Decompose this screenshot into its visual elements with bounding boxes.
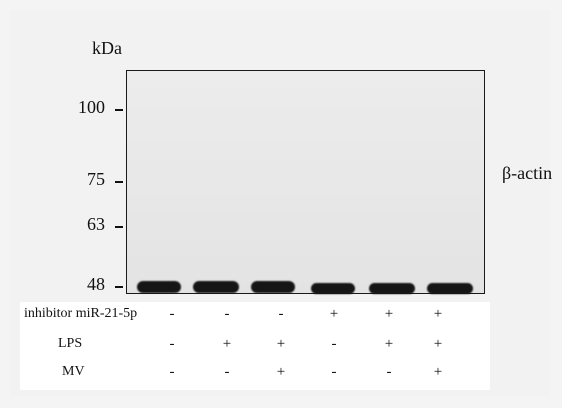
- cell-r2-l4: -: [331, 336, 337, 352]
- marker-label-63: 63: [87, 214, 105, 234]
- marker-label-100: 100: [78, 97, 105, 117]
- band-lane-5: [369, 283, 415, 294]
- band-lane-3: [251, 281, 295, 293]
- marker-tick-48: [115, 286, 123, 288]
- cell-r3-l5: -: [386, 364, 392, 380]
- cell-r2-l5: +: [384, 336, 394, 352]
- cell-r1-l3: -: [278, 306, 284, 322]
- cell-r2-l6: +: [433, 336, 443, 352]
- row-label-mv: MV: [62, 364, 85, 379]
- cell-r1-l4: +: [329, 306, 339, 322]
- marker-tick-100: [115, 109, 123, 111]
- cell-r2-l1: -: [169, 336, 175, 352]
- cell-r1-l5: +: [384, 306, 394, 322]
- cell-r1-l2: -: [224, 306, 230, 322]
- condition-table: inhibitor miR-21-5p LPS MV - - - + + + -…: [20, 302, 490, 390]
- band-lane-2: [193, 281, 239, 293]
- marker-tick-75: [115, 181, 123, 183]
- band-lane-4: [311, 283, 355, 294]
- marker-label-48: 48: [87, 274, 105, 294]
- cell-r3-l3: +: [276, 364, 286, 380]
- marker-label-75: 75: [87, 169, 105, 189]
- cell-r1-l1: -: [169, 306, 175, 322]
- target-protein-label: β-actin: [502, 163, 553, 183]
- cell-r2-l2: +: [222, 336, 232, 352]
- marker-tick-63: [115, 226, 123, 228]
- cell-r2-l3: +: [276, 336, 286, 352]
- cell-r3-l6: +: [433, 364, 443, 380]
- band-lane-6: [427, 283, 473, 294]
- unit-label: kDa: [92, 38, 122, 58]
- cell-r1-l6: +: [433, 306, 443, 322]
- blot-membrane: [126, 70, 485, 294]
- band-lane-1: [137, 281, 181, 293]
- cell-r3-l1: -: [169, 364, 175, 380]
- row-label-lps: LPS: [58, 336, 83, 351]
- cell-r3-l4: -: [331, 364, 337, 380]
- row-label-inhibitor: inhibitor miR-21-5p: [24, 306, 138, 321]
- cell-r3-l2: -: [224, 364, 230, 380]
